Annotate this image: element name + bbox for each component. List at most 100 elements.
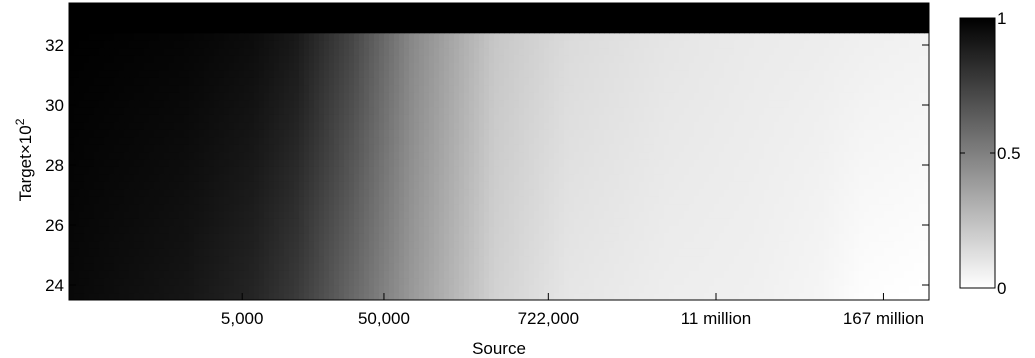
- heatmap-cell: [439, 225, 445, 234]
- heatmap-cell: [764, 270, 770, 279]
- heatmap-cell: [69, 196, 75, 205]
- heatmap-cell: [844, 166, 850, 175]
- heatmap-cell: [539, 92, 545, 101]
- heatmap-cell: [424, 84, 430, 93]
- heatmap-cell: [254, 188, 260, 197]
- heatmap-cell: [344, 277, 350, 286]
- heatmap-cell: [209, 173, 215, 182]
- heatmap-cell: [114, 218, 120, 227]
- heatmap-cell: [649, 129, 655, 138]
- heatmap-cell: [689, 114, 695, 123]
- heatmap-cell: [379, 277, 385, 286]
- heatmap-cell: [639, 218, 645, 227]
- heatmap-cell: [854, 173, 860, 182]
- heatmap-cell: [414, 84, 420, 93]
- heatmap-cell: [279, 136, 285, 145]
- heatmap-cell: [694, 292, 700, 300]
- heatmap-cell: [579, 225, 585, 234]
- heatmap-cell: [854, 114, 860, 123]
- heatmap-cell: [699, 99, 705, 108]
- heatmap-cell: [799, 218, 805, 227]
- heatmap-cell: [449, 285, 455, 294]
- heatmap-cell: [884, 210, 890, 219]
- heatmap-cell: [89, 144, 95, 153]
- heatmap-cell: [609, 158, 615, 167]
- heatmap-cell: [159, 240, 165, 249]
- heatmap-cell: [224, 114, 230, 123]
- heatmap-cell: [124, 292, 130, 300]
- heatmap-cell: [894, 129, 900, 138]
- heatmap-cell: [439, 173, 445, 182]
- heatmap-cell: [874, 218, 880, 227]
- heatmap-cell: [499, 233, 505, 242]
- heatmap-cell: [574, 129, 580, 138]
- heatmap-cell: [339, 129, 345, 138]
- heatmap-cell: [504, 233, 510, 242]
- heatmap-cell: [699, 151, 705, 160]
- heatmap-cell: [194, 210, 200, 219]
- heatmap-cell: [689, 240, 695, 249]
- heatmap-cell: [244, 158, 250, 167]
- heatmap-cell: [909, 210, 915, 219]
- heatmap-cell: [624, 181, 630, 190]
- heatmap-cell: [554, 262, 560, 271]
- heatmap-cell: [679, 277, 685, 286]
- heatmap-cell: [674, 92, 680, 101]
- heatmap-cell: [409, 158, 415, 167]
- heatmap-cell: [649, 292, 655, 300]
- heatmap-cell: [239, 99, 245, 108]
- heatmap-cell: [319, 121, 325, 130]
- heatmap-cell: [164, 173, 170, 182]
- heatmap-cell: [849, 248, 855, 257]
- heatmap-cell: [419, 196, 425, 205]
- heatmap-cell: [699, 106, 705, 115]
- heatmap-cell: [114, 196, 120, 205]
- heatmap-cell: [704, 99, 710, 108]
- heatmap-cell: [729, 210, 735, 219]
- heatmap-cell: [219, 121, 225, 130]
- heatmap-cell: [689, 292, 695, 300]
- heatmap-cell: [579, 255, 585, 264]
- heatmap-cell: [904, 106, 910, 115]
- heatmap-cell: [179, 248, 185, 257]
- heatmap-cell: [744, 151, 750, 160]
- heatmap-cell: [549, 114, 555, 123]
- heatmap-cell: [584, 114, 590, 123]
- heatmap-cell: [304, 84, 310, 93]
- heatmap-cell: [129, 218, 135, 227]
- heatmap-cell: [754, 203, 760, 212]
- heatmap-cell: [199, 181, 205, 190]
- heatmap-cell: [614, 151, 620, 160]
- heatmap-cell: [234, 196, 240, 205]
- heatmap-cell: [359, 277, 365, 286]
- heatmap-cell: [344, 121, 350, 130]
- heatmap-cell: [459, 166, 465, 175]
- heatmap-cell: [424, 240, 430, 249]
- heatmap-cell: [789, 121, 795, 130]
- heatmap-cell: [299, 292, 305, 300]
- heatmap-cell: [309, 144, 315, 153]
- heatmap-cell: [99, 225, 105, 234]
- heatmap-cell: [314, 248, 320, 257]
- heatmap-cell: [794, 129, 800, 138]
- heatmap-cell: [799, 210, 805, 219]
- heatmap-cell: [424, 129, 430, 138]
- heatmap-cell: [599, 262, 605, 271]
- heatmap-cell: [859, 203, 865, 212]
- heatmap-cell: [399, 203, 405, 212]
- heatmap-cell: [879, 151, 885, 160]
- heatmap-cell: [424, 203, 430, 212]
- heatmap-cell: [109, 84, 115, 93]
- heatmap-cell: [234, 240, 240, 249]
- heatmap-cell: [299, 210, 305, 219]
- heatmap-cell: [659, 277, 665, 286]
- heatmap-cell: [769, 292, 775, 300]
- heatmap-cell: [719, 240, 725, 249]
- heatmap-cell: [119, 225, 125, 234]
- heatmap-cell: [389, 203, 395, 212]
- heatmap-cell: [569, 129, 575, 138]
- heatmap-cell: [234, 158, 240, 167]
- heatmap-cell: [474, 285, 480, 294]
- heatmap-cell: [89, 203, 95, 212]
- heatmap-cell: [409, 136, 415, 145]
